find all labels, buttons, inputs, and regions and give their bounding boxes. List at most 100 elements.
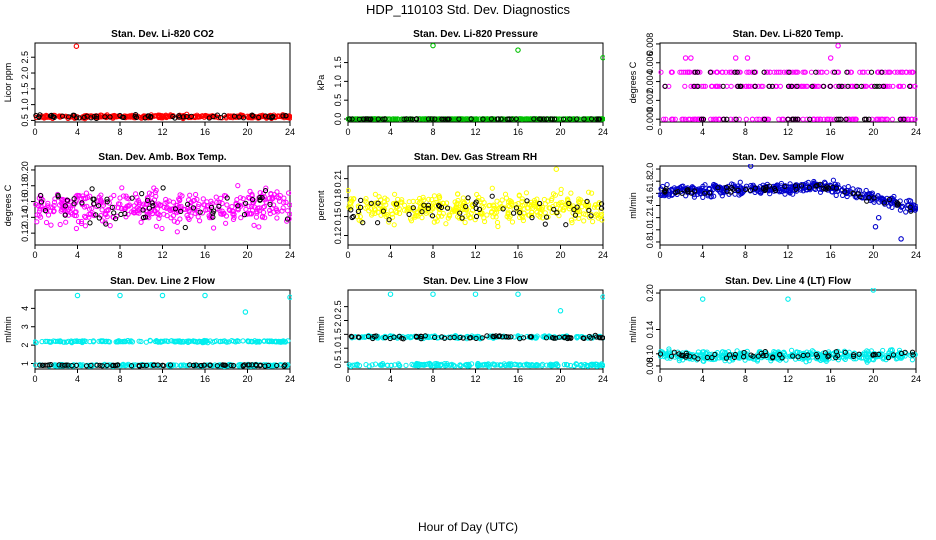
data-point (542, 201, 549, 207)
data-point (365, 333, 371, 339)
data-point (254, 210, 260, 216)
data-point (542, 210, 548, 216)
plot-frame (659, 165, 917, 246)
data-point (825, 354, 831, 360)
data-point (45, 200, 51, 206)
data-point (356, 116, 362, 122)
data-point (133, 191, 139, 197)
data-point (111, 204, 118, 210)
data-point (721, 116, 727, 122)
data-point (144, 197, 151, 203)
data-point (216, 200, 222, 206)
data-point (517, 210, 523, 216)
data-point (531, 200, 537, 206)
data-point (813, 183, 819, 189)
data-point (349, 334, 355, 340)
data-point (716, 355, 722, 361)
data-point (82, 213, 88, 219)
data-point (33, 112, 39, 119)
data-point (216, 115, 222, 121)
data-point (210, 214, 216, 220)
data-point (508, 200, 514, 206)
series-main (33, 183, 292, 235)
data-point (473, 335, 479, 341)
data-point (278, 339, 284, 345)
data-point (897, 69, 903, 75)
data-point (868, 83, 875, 89)
data-point (562, 334, 568, 340)
data-point (38, 193, 44, 199)
data-point (190, 198, 196, 204)
data-point (63, 113, 69, 119)
data-point (118, 211, 124, 217)
data-point (255, 205, 261, 211)
data-point (138, 219, 144, 225)
data-point (375, 116, 381, 122)
data-point (153, 223, 159, 229)
data-point (723, 355, 730, 361)
y-tick-label: 0.18 (20, 177, 30, 195)
data-point (380, 335, 386, 341)
data-point (794, 349, 800, 355)
data-point (52, 338, 59, 344)
data-point (727, 352, 733, 358)
outlier-point (515, 47, 521, 53)
data-point (664, 182, 670, 188)
data-point (224, 195, 230, 201)
data-point (833, 192, 839, 198)
data-point (447, 206, 453, 212)
data-point (792, 183, 799, 189)
data-point (728, 83, 734, 89)
data-point (389, 211, 395, 217)
x-tick-label: 0 (32, 250, 37, 260)
data-point (475, 361, 481, 367)
x-tick-label: 12 (157, 374, 167, 384)
data-point (48, 222, 54, 228)
data-point (871, 195, 877, 201)
data-point (488, 116, 494, 122)
data-point (548, 116, 554, 122)
data-point (372, 361, 379, 367)
x-tick-label: 24 (598, 374, 608, 384)
data-point (163, 112, 169, 118)
data-point (713, 83, 719, 89)
data-point (707, 69, 714, 75)
data-point (737, 179, 743, 185)
data-point (64, 197, 71, 203)
data-point (766, 83, 772, 89)
data-point (45, 212, 52, 218)
data-point (586, 333, 593, 340)
x-tick-label: 24 (285, 374, 295, 384)
data-point (784, 69, 790, 75)
plot-frame (347, 289, 604, 370)
data-point (213, 338, 220, 344)
data-point (850, 190, 856, 196)
data-point (403, 362, 409, 368)
data-point (219, 200, 225, 206)
data-point (497, 333, 503, 339)
data-point (70, 112, 76, 118)
outlier-point (159, 292, 166, 299)
data-point (287, 202, 292, 208)
data-point (104, 214, 110, 220)
series-overlay (661, 181, 914, 214)
data-point (700, 358, 706, 364)
data-point (711, 193, 717, 199)
data-point (506, 215, 512, 221)
data-point (521, 202, 527, 208)
data-point (811, 83, 818, 89)
data-point (763, 352, 769, 358)
data-point (909, 357, 916, 363)
x-tick-label: 12 (470, 250, 480, 260)
data-point (126, 202, 132, 208)
data-point (75, 218, 82, 225)
data-point (735, 187, 741, 193)
data-point (476, 206, 482, 212)
data-point (488, 210, 495, 216)
data-point (103, 221, 109, 227)
data-point (214, 363, 220, 369)
data-point (798, 183, 805, 189)
data-point (184, 212, 190, 218)
data-point (262, 188, 269, 194)
